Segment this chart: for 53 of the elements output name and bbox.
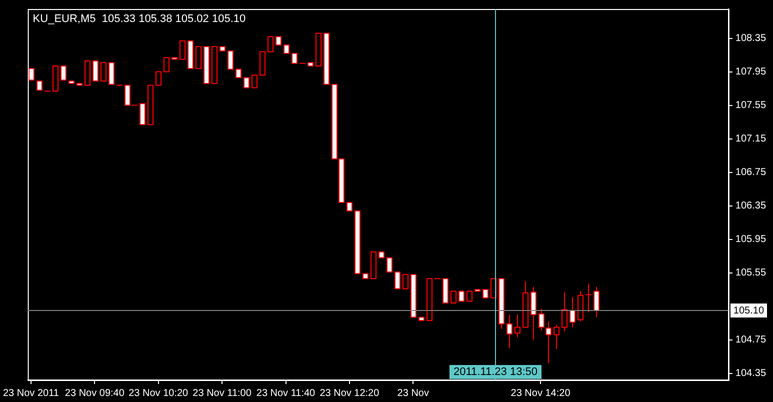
ref-line-label: 105.10 — [733, 305, 764, 316]
x-tick-label: 23 Nov 11:00 — [192, 388, 252, 399]
y-tick-label: 105.55 — [735, 268, 766, 279]
candlestick — [292, 52, 298, 64]
candlestick — [156, 71, 162, 86]
candlestick — [60, 65, 66, 81]
candlestick — [164, 57, 170, 72]
ref-line-label: 2011.11.23 13:50 — [453, 366, 538, 378]
y-tick-label: 107.95 — [735, 66, 766, 78]
candlestick — [180, 40, 186, 60]
candlestick — [252, 74, 258, 88]
candlestick — [546, 320, 552, 364]
candlestick — [594, 286, 600, 318]
x-tick-label: 23 Nov 09:40 — [64, 388, 125, 399]
candlestick — [92, 60, 98, 82]
candlestick — [268, 36, 274, 52]
x-tick-label: 23 Nov 10:20 — [128, 388, 189, 399]
candlestick — [554, 324, 560, 350]
chart-title: KU_EUR,M5 105.33 105.38 105.02 105.10 — [32, 13, 246, 26]
candlestick — [466, 290, 472, 302]
candlestick — [100, 62, 106, 82]
x-tick-label: 23 Nov 11:40 — [256, 388, 316, 399]
y-tick-label: 104.35 — [735, 368, 766, 380]
candlestick — [228, 50, 234, 70]
y-tick-label: 105.95 — [735, 234, 766, 246]
candlestick — [538, 308, 544, 332]
candlestick — [196, 46, 202, 69]
candlestick — [506, 314, 512, 349]
candlestick — [458, 290, 464, 302]
x-tick-label: 23 Nov 12:20 — [320, 388, 380, 399]
candlestick — [402, 274, 408, 290]
x-tick-label: 23 Nov 14:20 — [510, 388, 571, 399]
candlestick — [570, 296, 576, 328]
candlestick — [36, 80, 42, 91]
y-tick-label: 107.15 — [735, 134, 766, 145]
candlestick — [450, 290, 456, 304]
y-tick-label: 106.35 — [735, 200, 766, 212]
candlestick — [530, 286, 536, 340]
candlestick — [260, 51, 266, 76]
y-tick-label: 107.55 — [735, 100, 766, 112]
candlestick — [140, 103, 146, 126]
candlestick — [514, 314, 520, 338]
candlestick — [394, 271, 400, 290]
candlestick — [244, 77, 250, 88]
y-tick-label: 106.75 — [735, 167, 766, 178]
x-tick-label: 23 Nov 2011 — [3, 388, 60, 399]
y-tick-label: 108.35 — [735, 33, 766, 44]
x-tick-label: 23 Nov — [397, 388, 429, 399]
y-tick-label: 104.75 — [735, 334, 766, 346]
candlestick — [386, 257, 392, 272]
candlestick — [562, 292, 568, 332]
candlestick — [586, 283, 592, 313]
candlestick — [108, 62, 114, 85]
